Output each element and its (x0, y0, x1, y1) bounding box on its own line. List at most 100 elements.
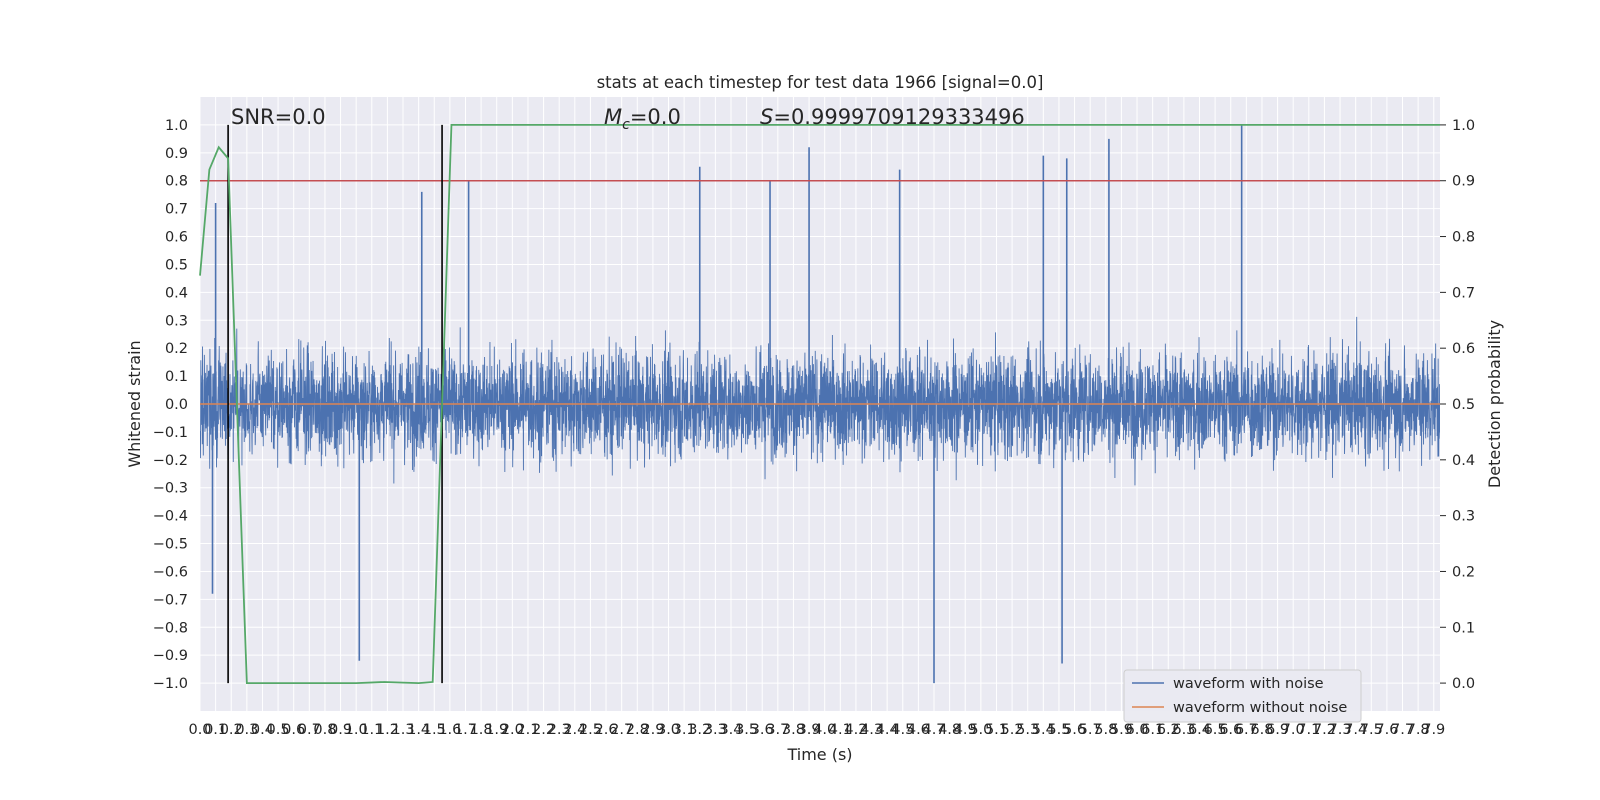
y-tick-label: −1.0 (153, 676, 188, 692)
y-tick-label: 0.1 (165, 369, 188, 385)
x-tick-label: 5.6 (1063, 722, 1086, 738)
x-tick-label: 7.5 (1360, 722, 1383, 738)
x-tick-label: 7.4 (1344, 722, 1367, 738)
x-tick-label: 4.0 (813, 722, 836, 738)
y-tick-label: 0.6 (165, 230, 188, 246)
legend: waveform with noise waveform without noi… (1123, 669, 1362, 723)
x-tick-label: 0.7 (298, 722, 321, 738)
x-tick-label: 0.9 (329, 722, 352, 738)
y-tick-label: 0.0 (165, 397, 188, 413)
x-tick-label: 0.0 (188, 722, 211, 738)
x-tick-label: 4.3 (860, 722, 883, 738)
score-annotation: S=0.9999709129333496 (760, 105, 1025, 129)
x-tick-label: 6.4 (1188, 722, 1211, 738)
x-tick-label: 2.2 (532, 722, 555, 738)
x-axis-ticks: 0.00.10.20.30.40.50.60.70.80.91.01.11.21… (188, 722, 1445, 738)
y2-tick-label: 1.0 (1452, 118, 1475, 134)
x-axis-label: Time (s) (786, 745, 852, 764)
x-tick-label: 6.7 (1235, 722, 1258, 738)
x-tick-label: 5.1 (985, 722, 1008, 738)
y-tick-label: −0.3 (153, 481, 188, 497)
y-tick-label: −0.9 (153, 648, 188, 664)
x-tick-label: 7.3 (1329, 722, 1352, 738)
x-tick-label: 6.9 (1266, 722, 1289, 738)
y-tick-label: 0.7 (165, 202, 188, 218)
y-tick-label: 0.3 (165, 313, 188, 329)
y2-tick-label: 0.8 (1452, 230, 1475, 246)
y-tick-label: −0.1 (153, 425, 188, 441)
y2-tick-label: 0.6 (1452, 341, 1475, 357)
x-tick-label: 0.1 (204, 722, 227, 738)
x-tick-label: 6.3 (1172, 722, 1195, 738)
x-tick-label: 5.4 (1032, 722, 1055, 738)
x-tick-label: 3.8 (782, 722, 805, 738)
y2-tick-label: 0.2 (1452, 564, 1475, 580)
y2-tick-label: 0.3 (1452, 509, 1475, 525)
x-tick-label: 7.2 (1313, 722, 1336, 738)
x-tick-label: 4.2 (844, 722, 867, 738)
x-tick-label: 2.3 (548, 722, 571, 738)
x-tick-label: 1.8 (470, 722, 493, 738)
y-tick-label: −0.7 (153, 592, 188, 608)
y-tick-label: 0.8 (165, 174, 188, 190)
y-tick-label: −0.2 (153, 453, 188, 469)
x-tick-label: 0.4 (251, 722, 274, 738)
x-tick-label: 1.4 (407, 722, 430, 738)
legend-label-waveform-with-noise: waveform with noise (1173, 676, 1324, 692)
y-tick-label: 0.2 (165, 341, 188, 357)
x-tick-label: 4.4 (876, 722, 899, 738)
y2-tick-label: 0.9 (1452, 174, 1475, 190)
x-tick-label: 0.5 (267, 722, 290, 738)
x-tick-label: 1.5 (423, 722, 446, 738)
x-tick-label: 2.7 (610, 722, 633, 738)
x-tick-label: 4.9 (954, 722, 977, 738)
x-tick-label: 0.8 (313, 722, 336, 738)
y2-tick-label: 0.7 (1452, 285, 1475, 301)
x-tick-label: 2.0 (501, 722, 524, 738)
x-tick-label: 6.0 (1125, 722, 1148, 738)
x-tick-label: 0.2 (220, 722, 243, 738)
y2-axis-ticks: 0.0 0.1 0.2 0.3 0.4 0.5 0.6 0.7 0.8 0.9 1.0 (1440, 118, 1475, 692)
x-tick-label: 7.6 (1375, 722, 1398, 738)
x-tick-label: 2.8 (626, 722, 649, 738)
x-tick-label: 0.6 (282, 722, 305, 738)
x-tick-label: 3.3 (704, 722, 727, 738)
x-tick-label: 4.7 (922, 722, 945, 738)
x-tick-label: 5.3 (1016, 722, 1039, 738)
y-tick-label: 0.5 (165, 257, 188, 273)
x-tick-label: 6.1 (1141, 722, 1164, 738)
y2-tick-label: 0.0 (1452, 676, 1475, 692)
x-tick-label: 5.9 (1110, 722, 1133, 738)
x-tick-label: 1.2 (376, 722, 399, 738)
x-tick-label: 2.5 (579, 722, 602, 738)
x-tick-label: 7.7 (1391, 722, 1414, 738)
x-tick-label: 2.6 (595, 722, 618, 738)
x-tick-label: 7.1 (1297, 722, 1320, 738)
x-tick-label: 6.2 (1157, 722, 1180, 738)
x-tick-label: 0.3 (235, 722, 258, 738)
x-tick-label: 2.9 (641, 722, 664, 738)
y2-tick-label: 0.4 (1452, 453, 1475, 469)
legend-label-waveform-without-noise: waveform without noise (1173, 700, 1347, 716)
x-tick-label: 1.7 (454, 722, 477, 738)
x-tick-label: 1.3 (391, 722, 414, 738)
x-tick-label: 7.0 (1282, 722, 1305, 738)
legend-box (1123, 669, 1362, 723)
x-tick-label: 3.7 (766, 722, 789, 738)
x-tick-label: 3.0 (657, 722, 680, 738)
x-tick-label: 3.9 (798, 722, 821, 738)
x-tick-label: 3.2 (688, 722, 711, 738)
detection-probability-line (199, 124, 1440, 684)
y-tick-label: 1.0 (165, 118, 188, 134)
x-tick-label: 3.1 (673, 722, 696, 738)
x-tick-label: 5.0 (969, 722, 992, 738)
x-tick-label: 5.5 (1047, 722, 1070, 738)
x-tick-label: 4.1 (829, 722, 852, 738)
y-tick-label: 0.4 (165, 285, 188, 301)
series-waveform-with-noise (200, 124, 1440, 684)
x-tick-label: 4.6 (907, 722, 930, 738)
y-tick-label: 0.9 (165, 146, 188, 162)
x-tick-label: 1.6 (438, 722, 461, 738)
x-tick-label: 7.8 (1407, 722, 1430, 738)
snr-annotation: SNR=0.0 (231, 105, 326, 129)
